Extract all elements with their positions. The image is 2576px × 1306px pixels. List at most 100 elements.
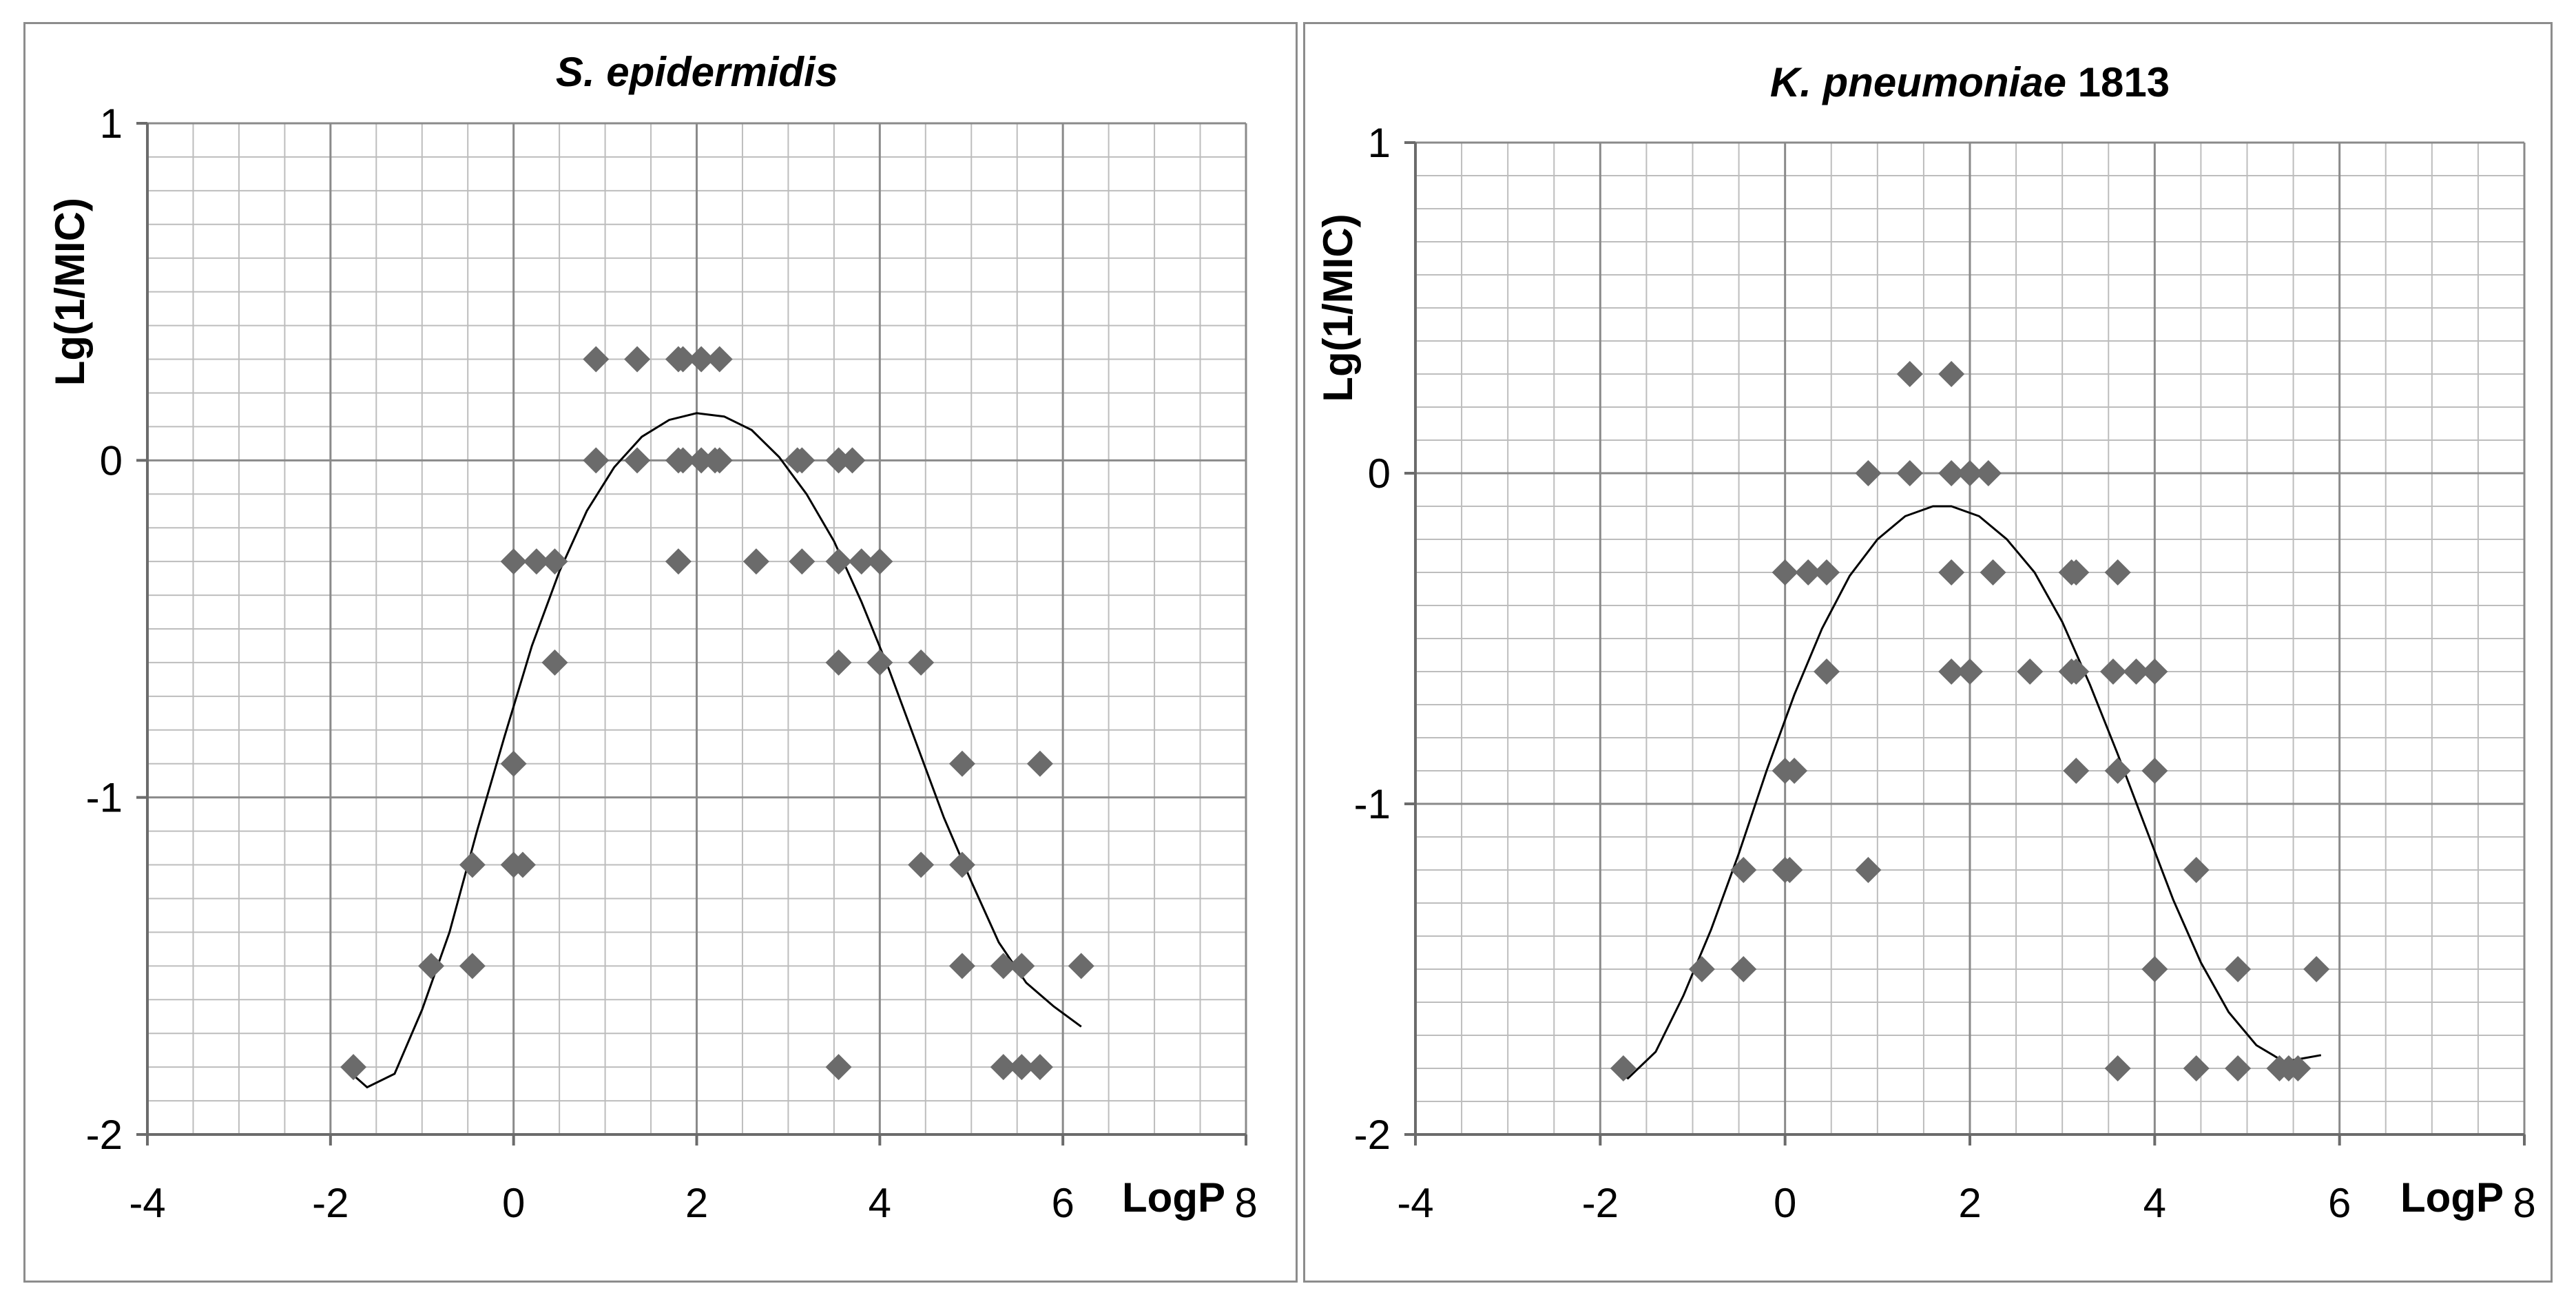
- fitted-curve: [343, 412, 1082, 1089]
- data-point: [1730, 956, 1757, 982]
- data-point: [789, 548, 816, 575]
- data-point: [866, 649, 893, 676]
- data-point: [2063, 559, 2090, 585]
- data-point: [2225, 1055, 2252, 1081]
- data-point: [908, 851, 935, 878]
- y-tick-label: -1: [1354, 781, 1391, 827]
- data-point: [825, 649, 852, 676]
- x-tick-label: 6: [1051, 1180, 1074, 1226]
- x-tick-label: 0: [1774, 1180, 1796, 1226]
- y-tick-label: 1: [100, 101, 123, 147]
- y-tick-label: -1: [86, 775, 123, 821]
- data-points: [340, 346, 1094, 1081]
- data-point: [669, 447, 696, 474]
- data-point: [2104, 1055, 2131, 1081]
- chart-title-organism: K. pneumoniae: [1770, 59, 2066, 105]
- chart-panel-s-epidermidis: -4 -2 0 2 4 6 8 -2 -1 0 1 S. epidermidis LogP Lg(1/MI…: [23, 22, 1298, 1283]
- chart-title: K. pneumoniae 1813: [1770, 59, 2170, 105]
- data-point: [1610, 1055, 1637, 1081]
- data-point: [1814, 659, 1840, 685]
- data-point: [825, 447, 852, 474]
- data-point: [1938, 659, 1965, 685]
- data-point: [948, 851, 975, 878]
- x-tick-label: -2: [1582, 1180, 1619, 1226]
- chart-title-organism: S. epidermidis: [556, 49, 838, 95]
- data-point: [908, 649, 935, 676]
- data-point: [583, 346, 610, 373]
- x-axis-label: LogP: [2400, 1174, 2504, 1221]
- data-point: [866, 548, 893, 575]
- chart-title-strain: 1813: [2066, 59, 2170, 105]
- data-point: [688, 346, 715, 373]
- data-point: [1008, 1054, 1035, 1081]
- data-point: [742, 548, 769, 575]
- data-point: [1980, 559, 2006, 585]
- x-tick-label: 8: [1234, 1180, 1257, 1226]
- data-point: [2183, 1055, 2210, 1081]
- fitted-curve: [1613, 505, 2322, 1080]
- data-point: [1772, 559, 1798, 585]
- y-tick-label: 0: [1368, 450, 1391, 497]
- data-point: [2104, 559, 2131, 585]
- data-point: [459, 953, 486, 980]
- data-point: [509, 851, 536, 878]
- y-axis-label: Lg(1/MIC): [1315, 214, 1361, 402]
- x-tick-label: 4: [2143, 1180, 2166, 1226]
- data-point: [1855, 857, 1882, 883]
- data-point: [1938, 361, 1965, 387]
- x-tick-label: -2: [312, 1180, 349, 1226]
- data-point: [1896, 460, 1923, 486]
- x-tick-label: -4: [129, 1180, 165, 1226]
- data-point: [1026, 1054, 1053, 1081]
- chart-panel-k-pneumoniae: -4 -2 0 2 4 6 8 -2 -1 0 1 K. pneumoniae 1813 LogP Lg(…: [1303, 22, 2553, 1283]
- data-point: [500, 750, 527, 777]
- data-point: [1975, 460, 2002, 486]
- data-point: [1896, 361, 1923, 387]
- data-point: [2123, 659, 2150, 685]
- data-point: [2017, 659, 2044, 685]
- data-point: [665, 548, 692, 575]
- data-point: [825, 548, 852, 575]
- data-point: [948, 750, 975, 777]
- x-axis-label: LogP: [1122, 1174, 1225, 1221]
- data-point: [418, 953, 445, 980]
- data-point: [2104, 758, 2131, 784]
- data-point: [2141, 956, 2168, 982]
- y-axis-label: Lg(1/MIC): [47, 198, 93, 386]
- data-point: [1938, 460, 1965, 486]
- x-tick-label: 8: [2513, 1180, 2535, 1226]
- data-point: [541, 548, 568, 575]
- x-tick-label: 6: [2328, 1180, 2351, 1226]
- data-point: [825, 1054, 852, 1081]
- data-point: [2063, 758, 2090, 784]
- y-tick-label: 0: [100, 437, 123, 484]
- data-point: [669, 346, 696, 373]
- data-point: [2183, 857, 2210, 883]
- data-point: [706, 346, 733, 373]
- data-point: [1781, 758, 1808, 784]
- y-tick-label: -2: [86, 1112, 123, 1158]
- data-point: [688, 447, 715, 474]
- data-point: [1957, 659, 1983, 685]
- data-point: [789, 447, 816, 474]
- data-point: [1938, 559, 1965, 585]
- data-point: [839, 447, 866, 474]
- x-tick-label: 4: [869, 1180, 891, 1226]
- data-point: [2141, 758, 2168, 784]
- data-point: [624, 447, 651, 474]
- data-point: [1730, 857, 1757, 883]
- data-point: [706, 447, 733, 474]
- data-point: [848, 548, 875, 575]
- data-point: [500, 548, 527, 575]
- data-point: [1795, 559, 1822, 585]
- data-point: [1776, 857, 1803, 883]
- x-tick-label: 2: [1958, 1180, 1981, 1226]
- data-point: [340, 1054, 367, 1081]
- data-points: [1610, 361, 2330, 1081]
- x-tick-label: -4: [1397, 1180, 1433, 1226]
- data-point: [1008, 953, 1035, 980]
- data-point: [2285, 1055, 2312, 1081]
- data-point: [541, 649, 568, 676]
